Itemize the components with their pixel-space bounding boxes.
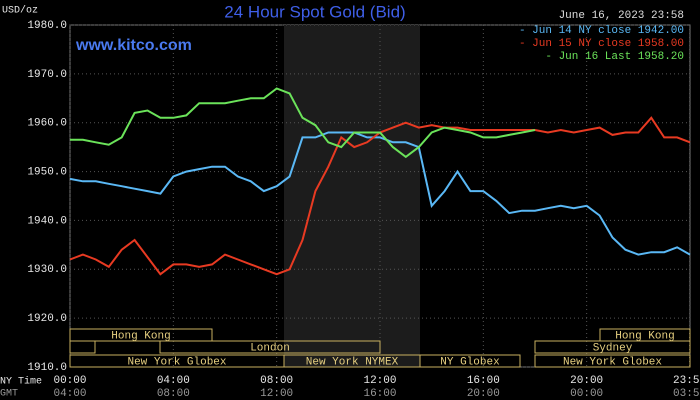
date-label: June 16, 2023 23:58 <box>559 10 684 22</box>
y-tick-label: 1930.0 <box>27 264 67 276</box>
session-box <box>419 354 521 368</box>
x-tick-label: 08:00 <box>260 375 293 387</box>
y-tick-label: 1940.0 <box>27 215 67 227</box>
x2-tick-label: 00:00 <box>570 388 603 400</box>
session-label: New York Globex <box>563 356 662 368</box>
session-label: London <box>250 342 290 354</box>
legend-entry: - Jun 16 Last 1958.20 <box>545 51 684 63</box>
session-label: Hong Kong <box>615 330 674 342</box>
x-tick-label: 04:00 <box>157 375 190 387</box>
x-tick-label: 23:59 <box>673 375 700 387</box>
session-box <box>534 354 691 368</box>
session-label: Hong Kong <box>111 330 170 342</box>
series-line <box>69 131 691 256</box>
x2-tick-label: 16:00 <box>363 388 396 400</box>
series-line <box>70 87 536 159</box>
session-box <box>69 328 213 342</box>
y-tick-label: 1920.0 <box>27 313 67 325</box>
x-tick-label: 12:00 <box>363 375 396 387</box>
legend-entry: - Jun 15 NY close 1958.00 <box>519 38 684 50</box>
y-tick-label: 1970.0 <box>27 69 67 81</box>
y-tick-label: 1960.0 <box>27 118 67 130</box>
y-tick-label: 1980.0 <box>27 20 67 32</box>
session-label: NY Globex <box>440 356 500 368</box>
x-tick-label: 20:00 <box>570 375 603 387</box>
chart-title: 24 Hour Spot Gold (Bid) <box>224 2 405 21</box>
y-tick-label: 1910.0 <box>27 362 67 374</box>
x2-tick-label: 20:00 <box>467 388 500 400</box>
x-tick-label: 16:00 <box>467 375 500 387</box>
x2-tick-label: 03:59 <box>673 388 700 400</box>
x2-tick-label: 08:00 <box>157 388 190 400</box>
x2-tick-label: 04:00 <box>53 388 86 400</box>
session-label: New York Globex <box>127 356 226 368</box>
session-label: Sydney <box>593 342 633 354</box>
y-axis-label: USD/oz <box>2 5 38 17</box>
x-row-label: GMT <box>0 389 18 400</box>
x-row-label: NY Time <box>0 376 42 388</box>
x-tick-label: 00:00 <box>53 375 86 387</box>
session-box <box>534 340 691 354</box>
session-label: New York NYMEX <box>306 356 399 368</box>
session-box <box>159 340 381 354</box>
website: www.kitco.com <box>75 37 192 54</box>
shaded-session <box>284 25 420 367</box>
x2-tick-label: 12:00 <box>260 388 293 400</box>
legend-entry: - Jun 14 NY close 1942.00 <box>519 25 684 37</box>
y-tick-label: 1950.0 <box>27 166 67 178</box>
